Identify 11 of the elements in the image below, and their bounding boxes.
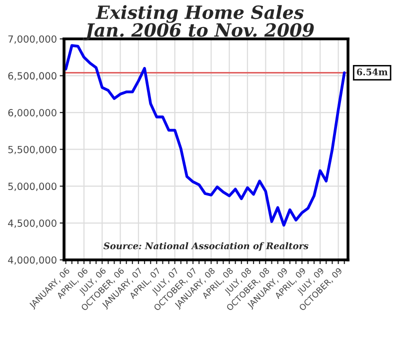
y-tick-label: 5,000,000 bbox=[8, 182, 56, 192]
y-tick-label: 4,000,000 bbox=[8, 256, 56, 265]
y-tick-label: 7,000,000 bbox=[8, 35, 56, 44]
y-tick-label: 4,500,000 bbox=[8, 219, 56, 228]
y-tick-label: 5,500,000 bbox=[8, 146, 56, 154]
annotation: Source: National Association of Realtors bbox=[104, 242, 308, 251]
y-tick-label: 6,000,000 bbox=[8, 109, 56, 118]
chart-title: Existing Home Sales Jan. 2006 to Nov. 2009 bbox=[82, 5, 314, 40]
line-series bbox=[64, 44, 346, 227]
y-tick-label: 6,500,000 bbox=[8, 72, 56, 81]
ref-line-label: 6.54m bbox=[356, 68, 388, 76]
